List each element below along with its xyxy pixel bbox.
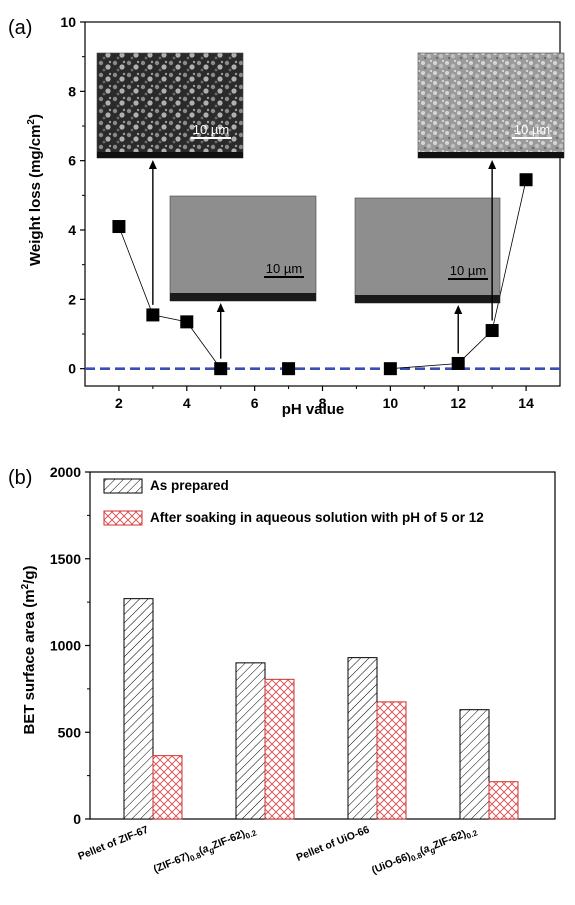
inset-arrow-head xyxy=(216,303,225,312)
category-label-part: 0.8 xyxy=(410,850,424,863)
data-point xyxy=(180,315,194,329)
sem-inset: 10 µm xyxy=(417,52,565,159)
category-label-part: (UiO-66) xyxy=(370,850,412,876)
sem-inset: 10 µm xyxy=(96,52,244,159)
panel-a-label: (a) xyxy=(8,17,32,39)
scale-bar-label: 10 µm xyxy=(266,261,302,276)
sem-info-bar xyxy=(355,295,500,303)
y-tick-label: 0 xyxy=(68,361,76,377)
y-tick-label: 6 xyxy=(68,153,76,169)
y-tick-label: 2 xyxy=(68,291,76,307)
y-tick-label: 10 xyxy=(60,14,76,30)
category-label: Pellet of UiO-66 xyxy=(295,824,372,864)
category-label-part: ( xyxy=(197,845,205,858)
sem-info-bar xyxy=(97,152,243,158)
panel-b-label: (b) xyxy=(8,467,32,489)
x-tick-label: 10 xyxy=(383,395,399,411)
category-label-part: Pellet of UiO-66 xyxy=(295,824,372,864)
category-label-part: (ZIF-67) xyxy=(152,850,192,875)
category-label-part: 0.2 xyxy=(244,828,258,841)
y-tick-label: 4 xyxy=(68,222,76,238)
x-tick-label: 4 xyxy=(183,395,191,411)
sem-image xyxy=(96,52,244,159)
bar xyxy=(347,657,378,820)
panel-a-plot: 2 4 6 8 10 12 14 0 2 4 6 8 10 10 µm 10 µm 10 µm 10 µm xyxy=(60,14,565,411)
inset-arrow-head xyxy=(488,160,497,169)
scale-bar-label: 10 µm xyxy=(193,122,229,137)
bar xyxy=(235,662,266,820)
x-tick-label: 2 xyxy=(115,395,123,411)
y-tick-label: 500 xyxy=(58,724,82,740)
data-point xyxy=(519,173,533,187)
bar xyxy=(459,709,490,820)
bar xyxy=(488,781,519,820)
sem-info-bar xyxy=(418,152,564,158)
x-tick-label: 8 xyxy=(319,395,327,411)
sem-image xyxy=(169,195,317,302)
bar xyxy=(152,755,183,820)
category-label-part: ( xyxy=(418,845,426,858)
category-label-part: g xyxy=(428,845,437,856)
sem-inset: 10 µm xyxy=(354,197,501,304)
x-tick-label: 14 xyxy=(518,395,534,411)
data-point xyxy=(485,324,499,338)
sem-info-bar xyxy=(170,293,316,301)
category-label-part: a xyxy=(200,842,210,855)
data-point xyxy=(282,362,296,376)
legend-label: As prepared xyxy=(150,478,229,493)
category-label: Pellet of ZIF-67 xyxy=(76,824,150,863)
panel-a-ylabel: Weight loss (mg/cm2) xyxy=(26,114,44,266)
scale-bar-label: 10 µm xyxy=(450,263,486,278)
category-label-part: 0.8 xyxy=(189,850,203,863)
panel-b-plot: 0 500 1000 1500 2000 Pellet of ZIF-67(ZIF-67)… xyxy=(50,464,556,878)
category-label-part: g xyxy=(207,845,216,856)
data-point xyxy=(146,308,160,322)
y-tick-label: 1000 xyxy=(50,638,81,654)
inset-arrow-head xyxy=(148,160,157,169)
y-tick-label: 8 xyxy=(68,83,76,99)
category-label-part: ZIF-62) xyxy=(431,828,467,852)
x-tick-label: 6 xyxy=(251,395,259,411)
y-tick-label: 1500 xyxy=(50,551,81,567)
legend: As prepared After soaking in aqueous solu… xyxy=(103,478,484,526)
panel-b-ylabel: BET surface area (m2/g) xyxy=(20,566,38,735)
sem-inset: 10 µm xyxy=(169,195,317,302)
category-label: (ZIF-67)0.8(agZIF-62)0.2 xyxy=(152,823,259,877)
legend-label: After soaking in aqueous solution with p… xyxy=(150,510,484,525)
data-point xyxy=(214,362,228,376)
y-tick-label: 0 xyxy=(73,811,81,827)
data-point xyxy=(451,356,465,370)
scale-bar-label: 10 µm xyxy=(514,122,550,137)
connector-basic xyxy=(390,179,527,370)
bar xyxy=(123,598,154,820)
bar xyxy=(264,678,295,820)
category-label: (UiO-66)0.8(agZIF-62)0.2 xyxy=(370,823,479,878)
panel-a-xlabel: pH value xyxy=(282,401,345,418)
x-tick-label: 12 xyxy=(450,395,466,411)
bar xyxy=(376,701,407,820)
legend-swatch xyxy=(103,510,143,526)
connector-acidic xyxy=(118,226,222,369)
inset-arrow-head xyxy=(454,305,463,314)
category-label-part: ZIF-62) xyxy=(210,828,246,852)
legend-swatch xyxy=(103,478,143,494)
category-label-part: Pellet of ZIF-67 xyxy=(76,824,150,863)
y-tick-label: 2000 xyxy=(50,464,81,480)
data-point xyxy=(112,220,126,234)
data-point xyxy=(383,362,397,376)
category-label-part: 0.2 xyxy=(465,828,479,841)
sem-image xyxy=(417,52,565,159)
sem-image xyxy=(354,197,501,304)
category-label-part: a xyxy=(421,842,431,855)
